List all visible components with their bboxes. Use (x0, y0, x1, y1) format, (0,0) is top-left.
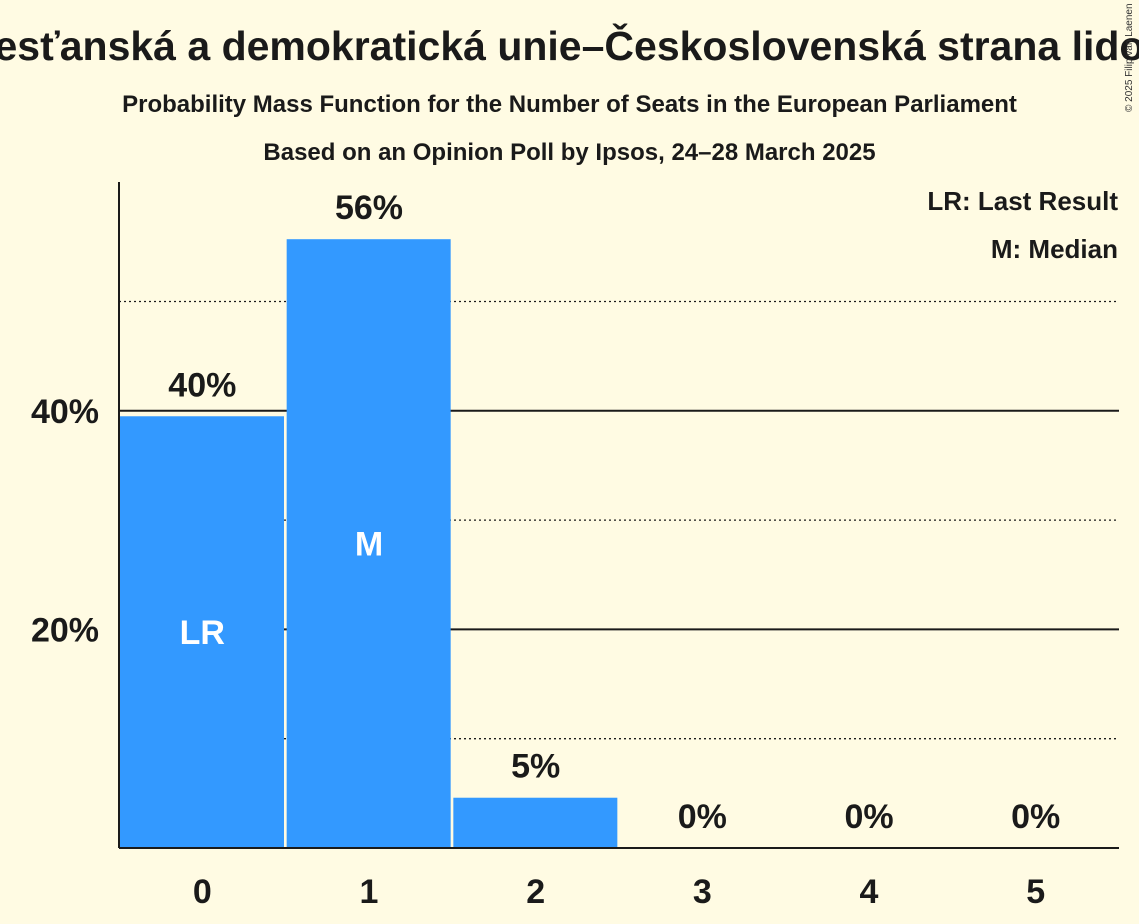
chart-subtitle: Probability Mass Function for the Number… (122, 91, 1017, 118)
bar-annotation-m: M (355, 526, 383, 564)
x-tick-label: 4 (860, 873, 879, 911)
y-tick-label: 40% (31, 393, 99, 431)
x-tick-label: 0 (193, 873, 212, 911)
y-tick-label: 20% (31, 611, 99, 649)
legend-last-result: LR: Last Result (927, 186, 1118, 216)
value-label: 0% (1011, 798, 1060, 836)
value-label: 5% (511, 748, 560, 786)
x-tick-label: 2 (526, 873, 545, 911)
bar-annotation-lr: LR (180, 614, 225, 652)
legend-median: M: Median (990, 234, 1118, 264)
value-label: 40% (168, 366, 236, 404)
value-label: 56% (335, 189, 403, 227)
value-label: 0% (678, 798, 727, 836)
x-tick-label: 1 (360, 873, 379, 911)
chart-title: Křesťanská a demokratická unie–Českoslov… (0, 23, 1139, 69)
bar-1 (286, 239, 451, 849)
x-tick-label: 3 (693, 873, 712, 911)
bar-2 (453, 797, 618, 848)
bar-0 (120, 416, 284, 848)
x-tick-label: 5 (1026, 873, 1045, 911)
value-label: 0% (844, 798, 893, 836)
chart-source-line: Based on an Opinion Poll by Ipsos, 24–28… (263, 139, 876, 166)
